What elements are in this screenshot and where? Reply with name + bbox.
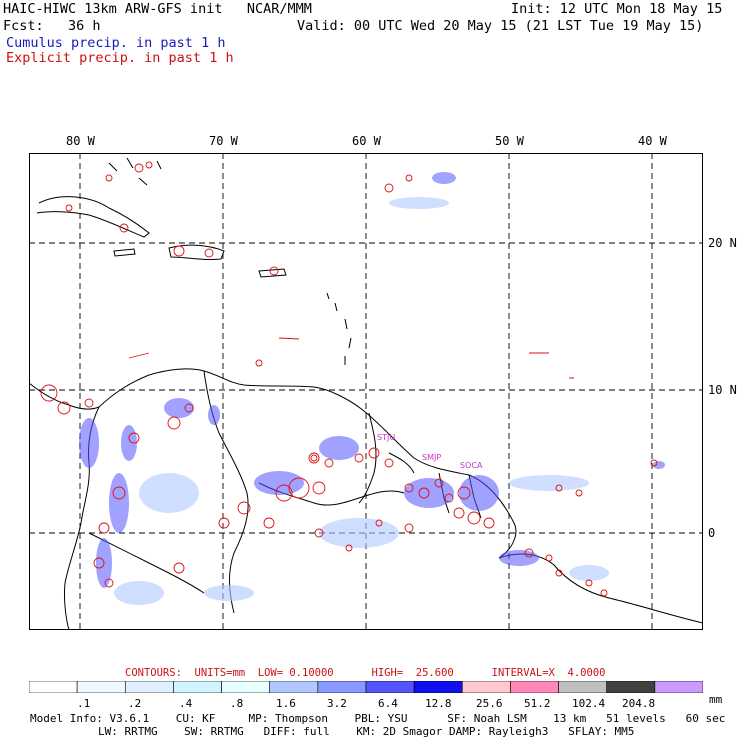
lon-label-50w: 50 W: [495, 134, 524, 148]
colorbar: [29, 681, 703, 693]
colorbar-swatch: [365, 681, 415, 693]
colorbar-swatch: [558, 681, 608, 693]
colorbar-swatch: [29, 681, 78, 693]
colorbar-swatch: [510, 681, 559, 693]
cumulus-precip: [79, 172, 665, 588]
colorbar-swatch: [173, 681, 222, 693]
station-label-stju: STJU: [377, 433, 395, 442]
lon-label-40w: 40 W: [638, 134, 667, 148]
model-info-line1: Model Info: V3.6.1 CU: KF MP: Thompson P…: [30, 712, 726, 725]
colorbar-tick: 6.4: [378, 697, 398, 710]
station-label-soca: SOCA: [460, 461, 483, 470]
colorbar-tick: 204.8: [622, 697, 656, 710]
colorbar-swatch: [461, 681, 511, 693]
colorbar-tick: 12.8: [425, 697, 452, 710]
colorbar-tick: .4: [179, 697, 193, 710]
colorbar-swatch: [221, 681, 271, 693]
colorbar-tick: 25.6: [476, 697, 503, 710]
init-time: Init: 12 UTC Mon 18 May 15: [511, 1, 723, 17]
legend-cumulus: Cumulus precip. in past 1 h: [6, 35, 226, 51]
colorbar-tick: .2: [128, 697, 142, 710]
legend-explicit: Explicit precip. in past 1 h: [6, 50, 234, 66]
colorbar-swatch: [606, 681, 656, 693]
lat-label-10n: 10 N: [708, 383, 737, 397]
plot-title: HAIC-HIWC 13km ARW-GFS init NCAR/MMM: [3, 1, 312, 17]
colorbar-swatch: [269, 681, 319, 693]
model-info-line2: LW: RRTMG SW: RRTMG DIFF: full KM: 2D Sm…: [98, 725, 635, 738]
colorbar-tick: .1: [77, 697, 91, 710]
light-cumulus-precip: [114, 197, 609, 605]
colorbar-unit: mm: [709, 693, 723, 706]
colorbar-tick: 3.2: [327, 697, 347, 710]
lon-label-70w: 70 W: [209, 134, 238, 148]
forecast-hour: Fcst: 36 h: [3, 18, 101, 34]
lat-label-0: 0: [708, 526, 716, 540]
colorbar-swatch: [76, 681, 126, 693]
valid-time: Valid: 00 UTC Wed 20 May 15 (21 LST Tue …: [297, 18, 704, 34]
colorbar-tick: 1.6: [276, 697, 296, 710]
graticule: [29, 153, 703, 630]
lat-label-20n: 20 N: [708, 236, 737, 250]
colorbar-swatch: [317, 681, 367, 693]
precip-map: STJU SMJP SOCA: [29, 153, 703, 630]
colorbar-swatch: [654, 681, 703, 693]
colorbar-swatch: [413, 681, 463, 693]
map-frame: [29, 153, 703, 630]
explicit-precip: [40, 161, 658, 597]
colorbar-swatch: [124, 681, 174, 693]
colorbar-tick: 102.4: [572, 697, 606, 710]
colorbar-tick: 51.2: [524, 697, 551, 710]
contours-info: CONTOURS: UNITS=mm LOW= 0.10000 HIGH= 25…: [125, 667, 606, 679]
lon-label-60w: 60 W: [352, 134, 381, 148]
colorbar-tick: .8: [230, 697, 244, 710]
lon-label-80w: 80 W: [66, 134, 95, 148]
station-label-smjp: SMJP: [422, 453, 441, 462]
